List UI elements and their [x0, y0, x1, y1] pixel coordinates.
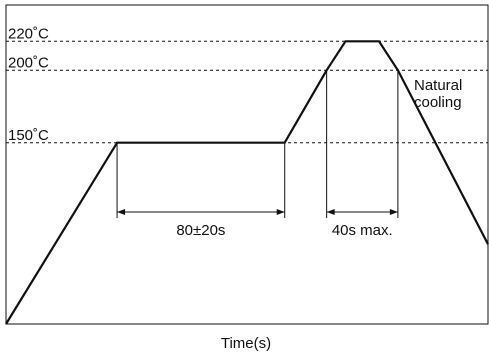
y-tick-label-220: 220˚C [8, 25, 49, 42]
y-tick-label-150: 150˚C [8, 127, 49, 144]
preheat-duration-label: 80±20s [176, 222, 225, 239]
x-axis-label: Time(s) [221, 335, 271, 352]
cooling-note-line2: cooling [414, 94, 462, 111]
preheat-dimension-arrow [117, 209, 285, 215]
cooling-note-line1: Natural [414, 77, 462, 94]
temperature-profile-line [5, 40, 489, 325]
peak-duration-label: 40s max. [332, 222, 393, 239]
y-tick-label-200: 200˚C [8, 54, 49, 71]
plot-frame [5, 4, 489, 325]
peak-dimension-arrow [326, 209, 398, 215]
